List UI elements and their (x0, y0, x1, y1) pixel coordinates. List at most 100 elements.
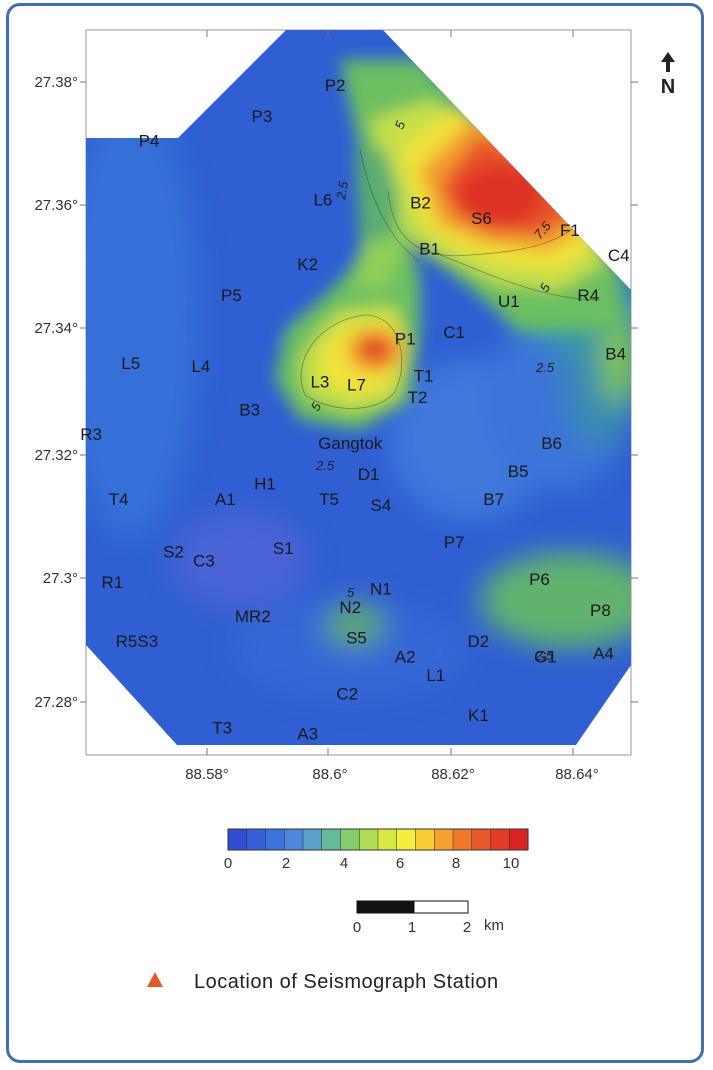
x-tick-label: 88.64° (555, 766, 599, 783)
scale-tick: 2 (463, 919, 471, 936)
y-tick-label: 27.38° (34, 74, 78, 91)
station-label-t3: T3 (212, 718, 232, 737)
station-label-h1: H1 (254, 474, 276, 493)
scale-tick: 0 (353, 919, 361, 936)
station-label-b6: B6 (541, 434, 562, 453)
station-label-c1: C1 (443, 323, 465, 342)
station-label-p1: P1 (395, 329, 416, 348)
station-label-b3: B3 (239, 400, 260, 419)
x-tick-label: 88.6° (312, 766, 347, 783)
station-label-n1: N1 (370, 579, 392, 598)
station-label-l6: L6 (313, 190, 332, 209)
x-tick-label: 88.62° (431, 766, 475, 783)
y-tick-label: 27.36° (34, 197, 78, 214)
station-label-r1: R1 (102, 573, 124, 592)
station-label-d2: D2 (468, 632, 490, 651)
colorbar-cell (246, 828, 267, 851)
station-label-a1: A1 (215, 490, 236, 509)
colorbar-cell (490, 828, 510, 851)
station-label-p7: P7 (444, 533, 465, 552)
colorbar-cell (265, 828, 285, 851)
station-label-k2: K2 (297, 255, 318, 274)
station-label-p6: P6 (529, 570, 550, 589)
y-tick-label: 27.34° (34, 320, 78, 337)
colorbar-tick: 0 (224, 855, 232, 872)
contour-label: 2.5 (534, 648, 554, 663)
station-label-r4: R4 (577, 286, 599, 305)
station-label-r5s3: R5S3 (116, 632, 159, 651)
y-tick-label: 27.28° (34, 694, 78, 711)
colorbar-cell (434, 828, 454, 851)
station-label-l3: L3 (310, 373, 329, 392)
station-label-s6: S6 (471, 209, 492, 228)
station-label-p4: P4 (139, 132, 160, 151)
station-label-t4: T4 (109, 490, 129, 509)
colorbar-cell (302, 828, 323, 851)
station-label-c3: C3 (193, 552, 215, 571)
colorbar-cell (509, 828, 529, 851)
station-label-u1: U1 (498, 292, 520, 311)
station-label-l7: L7 (347, 376, 366, 395)
station-labels: P2 P3 P4 L6 B2 S6 F1 C4 B1 K2 U1 R4 P5 P1 C1 L5 L4 B4 L3 L7… (80, 76, 629, 743)
colorbar-cell (377, 828, 398, 851)
station-label-g1: G1 (534, 647, 557, 666)
north-arrow: N (661, 52, 675, 98)
station-label-s2: S2 (163, 542, 184, 561)
station-label-mr2: MR2 (235, 607, 271, 626)
station-label-l5: L5 (121, 354, 140, 373)
y-axis: 27.38° 27.36° 27.34° 27.32° 27.3° 27.28° (34, 74, 638, 711)
station-label-a3: A3 (297, 725, 318, 744)
station-label-r3: R3 (80, 425, 102, 444)
station-label-c4: C4 (608, 246, 630, 265)
station-label-s5: S5 (346, 629, 367, 648)
contour-label: 5 (347, 585, 355, 600)
station-label-l4: L4 (191, 357, 210, 376)
station-label-b1: B1 (419, 240, 440, 259)
legend: Location of Seismograph Station (147, 971, 499, 993)
station-label-n2: N2 (339, 598, 361, 617)
x-tick-label: 88.58° (185, 766, 229, 783)
station-label-c2: C2 (336, 684, 358, 703)
contour-label: 2.5 (535, 360, 555, 375)
station-label-p8: P8 (590, 601, 611, 620)
colorbar-tick: 10 (503, 855, 520, 872)
station-label-b7: B7 (483, 490, 504, 509)
colorbar-cell (227, 828, 248, 851)
station-label-p2: P2 (325, 76, 346, 95)
colorbar-cell (284, 828, 304, 851)
contour-label: 2.5 (315, 458, 335, 473)
x-axis: 88.58° 88.6° 88.62° 88.64° (185, 30, 599, 783)
station-label-b5: B5 (508, 462, 529, 481)
colorbar-tick: 4 (340, 855, 348, 872)
colorbar-cell (359, 828, 379, 851)
station-label-b4: B4 (605, 345, 626, 364)
colorbar-cell (415, 828, 435, 851)
scale-unit: km (484, 917, 504, 934)
station-label-d1: D1 (358, 465, 380, 484)
legend-label: Location of Seismograph Station (194, 971, 499, 993)
station-label-a4: A4 (593, 644, 614, 663)
station-label-b2: B2 (410, 193, 431, 212)
colorbar-cell (340, 828, 360, 851)
colorbar-cell (452, 828, 473, 851)
hazard-surface (86, 30, 631, 745)
station-label-t2: T2 (408, 388, 428, 407)
station-label-l1: L1 (426, 666, 445, 685)
contour-label: 2.5 (333, 179, 351, 201)
colorbar-tick: 2 (282, 855, 290, 872)
scale-tick: 1 (408, 919, 416, 936)
y-tick-label: 27.32° (34, 447, 78, 464)
colorbar-tick: 6 (396, 855, 404, 872)
y-tick-label: 27.3° (43, 570, 78, 587)
station-label-k1: K1 (468, 706, 489, 725)
scale-bar: 0 1 2 km (353, 900, 504, 936)
colorbar: 0 2 4 6 8 10 (224, 828, 529, 872)
colorbar-cell (396, 828, 417, 851)
station-label-f1: F1 (560, 221, 580, 240)
station-label-t1: T1 (414, 366, 434, 385)
station-label-a2: A2 (395, 647, 416, 666)
station-label-p3: P3 (252, 107, 273, 126)
north-label: N (661, 76, 675, 98)
colorbar-tick: 8 (452, 855, 460, 872)
